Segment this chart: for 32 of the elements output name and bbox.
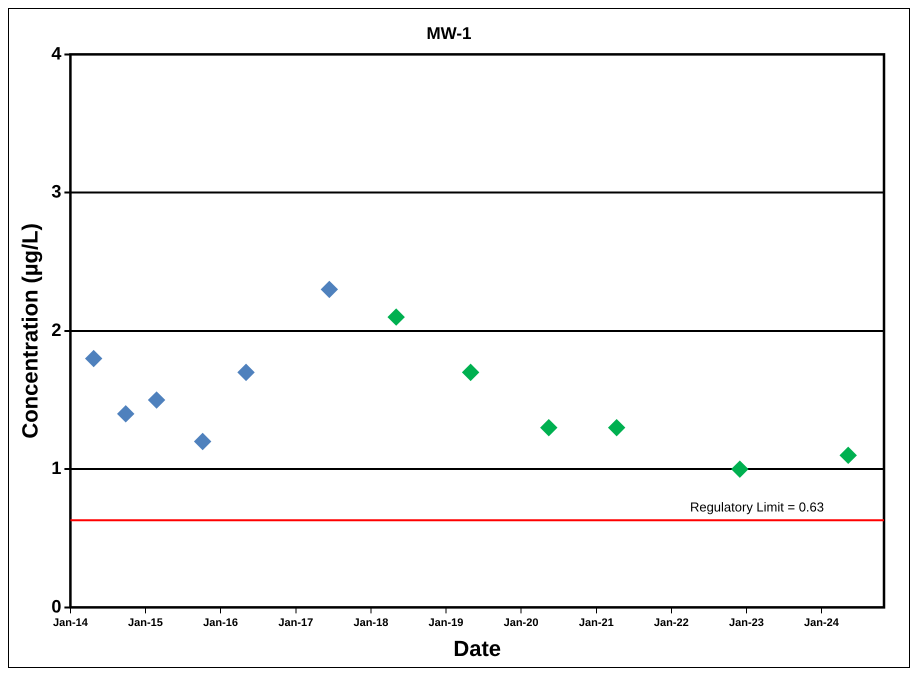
- point: [194, 433, 212, 450]
- y-axis-title: Concentration (µg/L): [17, 223, 42, 439]
- point: [238, 364, 255, 381]
- y-tick-label: 2: [51, 320, 62, 340]
- x-tick-label: Jan-16: [203, 617, 238, 630]
- y-tick-label: 3: [51, 182, 62, 202]
- point: [840, 446, 857, 464]
- y-tick-label: 1: [51, 458, 62, 478]
- y-tick-label: 4: [51, 43, 62, 64]
- point: [117, 405, 134, 422]
- point: [320, 280, 338, 298]
- x-tick-label: Jan-18: [353, 617, 388, 630]
- x-tick-label: Jan-23: [728, 617, 764, 630]
- point: [148, 392, 166, 409]
- x-tick-label: Jan-22: [654, 617, 689, 630]
- ref-line-label: Regulatory Limit = 0.63: [690, 499, 824, 514]
- point: [731, 460, 748, 478]
- point: [388, 308, 405, 326]
- x-tick-label: Jan-24: [804, 617, 840, 630]
- x-tick-label: Jan-15: [128, 617, 163, 630]
- x-tick-label: Jan-20: [504, 617, 538, 630]
- y-tick-label: 0: [51, 596, 62, 616]
- point: [608, 419, 626, 436]
- x-tick-label: Jan-17: [278, 617, 314, 630]
- point: [85, 350, 102, 368]
- chart-title: MW-1: [426, 24, 472, 43]
- point: [540, 419, 558, 436]
- x-tick-label: Jan-21: [578, 617, 614, 630]
- point: [462, 364, 480, 381]
- x-tick-label: Jan-14: [52, 617, 89, 630]
- x-axis-title: Date: [453, 636, 502, 661]
- x-tick-label: Jan-19: [428, 617, 464, 630]
